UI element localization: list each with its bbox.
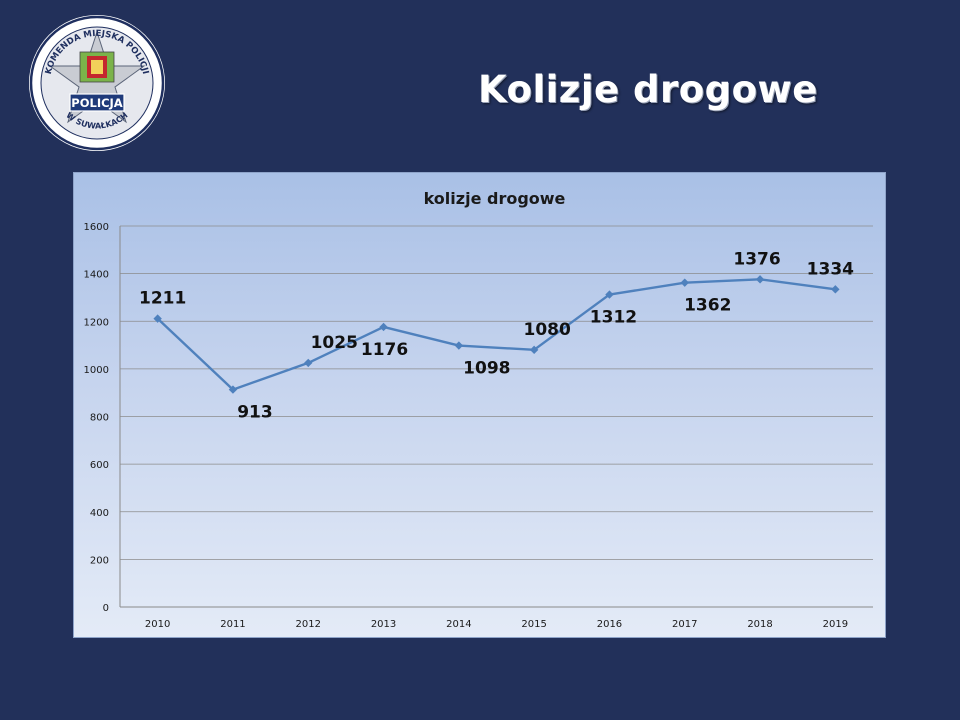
data-label: 1211 <box>139 289 186 309</box>
y-tick-label: 200 <box>90 555 109 566</box>
y-tick-label: 1600 <box>84 222 109 233</box>
data-label: 1312 <box>590 308 637 328</box>
y-tick-label: 1000 <box>84 365 109 376</box>
x-tick-label: 2014 <box>446 619 471 630</box>
slide-title: Kolizje drogowe <box>478 68 818 111</box>
y-tick-label: 0 <box>103 603 109 614</box>
data-point-marker <box>529 345 539 355</box>
line-chart: kolizje drogowe 0 200 400 600 800 1000 1200 1400… <box>84 189 873 630</box>
chart-area: kolizje drogowe 0 200 400 600 800 1000 1200 1400… <box>73 172 886 638</box>
data-point-marker <box>680 278 689 287</box>
x-tick-label: 2010 <box>145 619 170 630</box>
data-point-marker <box>755 275 765 284</box>
x-tick-label: 2013 <box>371 619 396 630</box>
x-tick-label: 2019 <box>823 619 848 630</box>
badge-center-text: POLICJA <box>71 96 123 110</box>
x-tick-label: 2016 <box>597 619 622 630</box>
data-point-marker <box>605 290 614 299</box>
x-tick-label: 2018 <box>747 619 772 630</box>
y-tick-label: 1400 <box>84 270 109 281</box>
data-point-marker <box>304 358 313 368</box>
y-tick-label: 800 <box>90 413 109 424</box>
data-point-marker <box>379 322 388 332</box>
data-label: 1080 <box>523 320 570 340</box>
data-label: 913 <box>237 403 273 423</box>
y-tick-label: 600 <box>90 460 109 471</box>
y-tick-label: 400 <box>90 508 109 519</box>
data-label: 1176 <box>361 340 408 360</box>
x-tick-label: 2012 <box>296 619 321 630</box>
data-label: 1362 <box>684 296 731 316</box>
chart-title: kolizje drogowe <box>424 189 566 208</box>
data-point-marker <box>454 341 464 350</box>
police-badge-logo: POLICJA KOMENDA MIEJSKA POLICJI W SUWAŁK… <box>29 15 165 151</box>
data-point-marker <box>153 314 162 323</box>
x-tick-label: 2015 <box>521 619 546 630</box>
data-label: 1025 <box>311 333 358 353</box>
series-line <box>156 278 836 391</box>
data-point-marker <box>228 385 238 394</box>
y-tick-label: 1200 <box>84 317 109 328</box>
x-tick-label: 2011 <box>220 619 245 630</box>
data-label: 1334 <box>807 259 854 279</box>
x-tick-label: 2017 <box>672 619 697 630</box>
data-point-marker <box>831 285 840 294</box>
data-label: 1376 <box>733 249 780 269</box>
data-label: 1098 <box>463 359 510 379</box>
